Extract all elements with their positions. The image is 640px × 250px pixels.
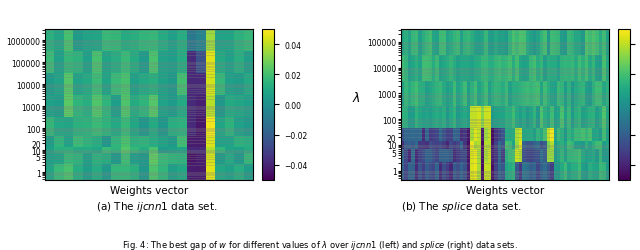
X-axis label: Weights vector: Weights vector [466, 186, 544, 196]
Text: Fig. 4: The best gap of $w$ for different values of $\lambda$ over $\it{ijcnn1}$: Fig. 4: The best gap of $w$ for differen… [122, 238, 518, 250]
Text: (b) The $\it{splice}$ data set.: (b) The $\it{splice}$ data set. [401, 199, 521, 213]
Text: (a) The $\it{ijcnn1}$ data set.: (a) The $\it{ijcnn1}$ data set. [96, 199, 218, 213]
Y-axis label: $\lambda$: $\lambda$ [352, 91, 361, 105]
X-axis label: Weights vector: Weights vector [110, 186, 188, 196]
